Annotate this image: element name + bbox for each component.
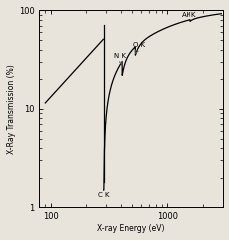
Y-axis label: X-Ray Transmission (%): X-Ray Transmission (%) <box>7 64 16 154</box>
Text: N K: N K <box>113 53 125 65</box>
Text: Al K: Al K <box>181 12 194 18</box>
X-axis label: X-ray Energy (eV): X-ray Energy (eV) <box>97 224 164 233</box>
Text: C K: C K <box>98 192 109 198</box>
Text: O K: O K <box>133 42 145 53</box>
